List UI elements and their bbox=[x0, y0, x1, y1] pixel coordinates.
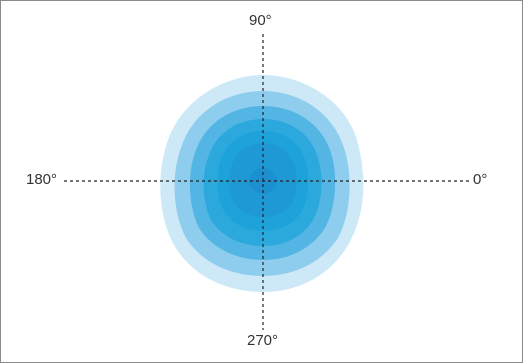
label-270-degrees: 270° bbox=[247, 332, 279, 349]
label-180-degrees: 180° bbox=[26, 171, 58, 188]
contour-rings bbox=[160, 75, 364, 292]
label-0-degrees: 0° bbox=[473, 171, 488, 188]
axes bbox=[64, 34, 469, 330]
label-90-degrees: 90° bbox=[249, 12, 272, 29]
